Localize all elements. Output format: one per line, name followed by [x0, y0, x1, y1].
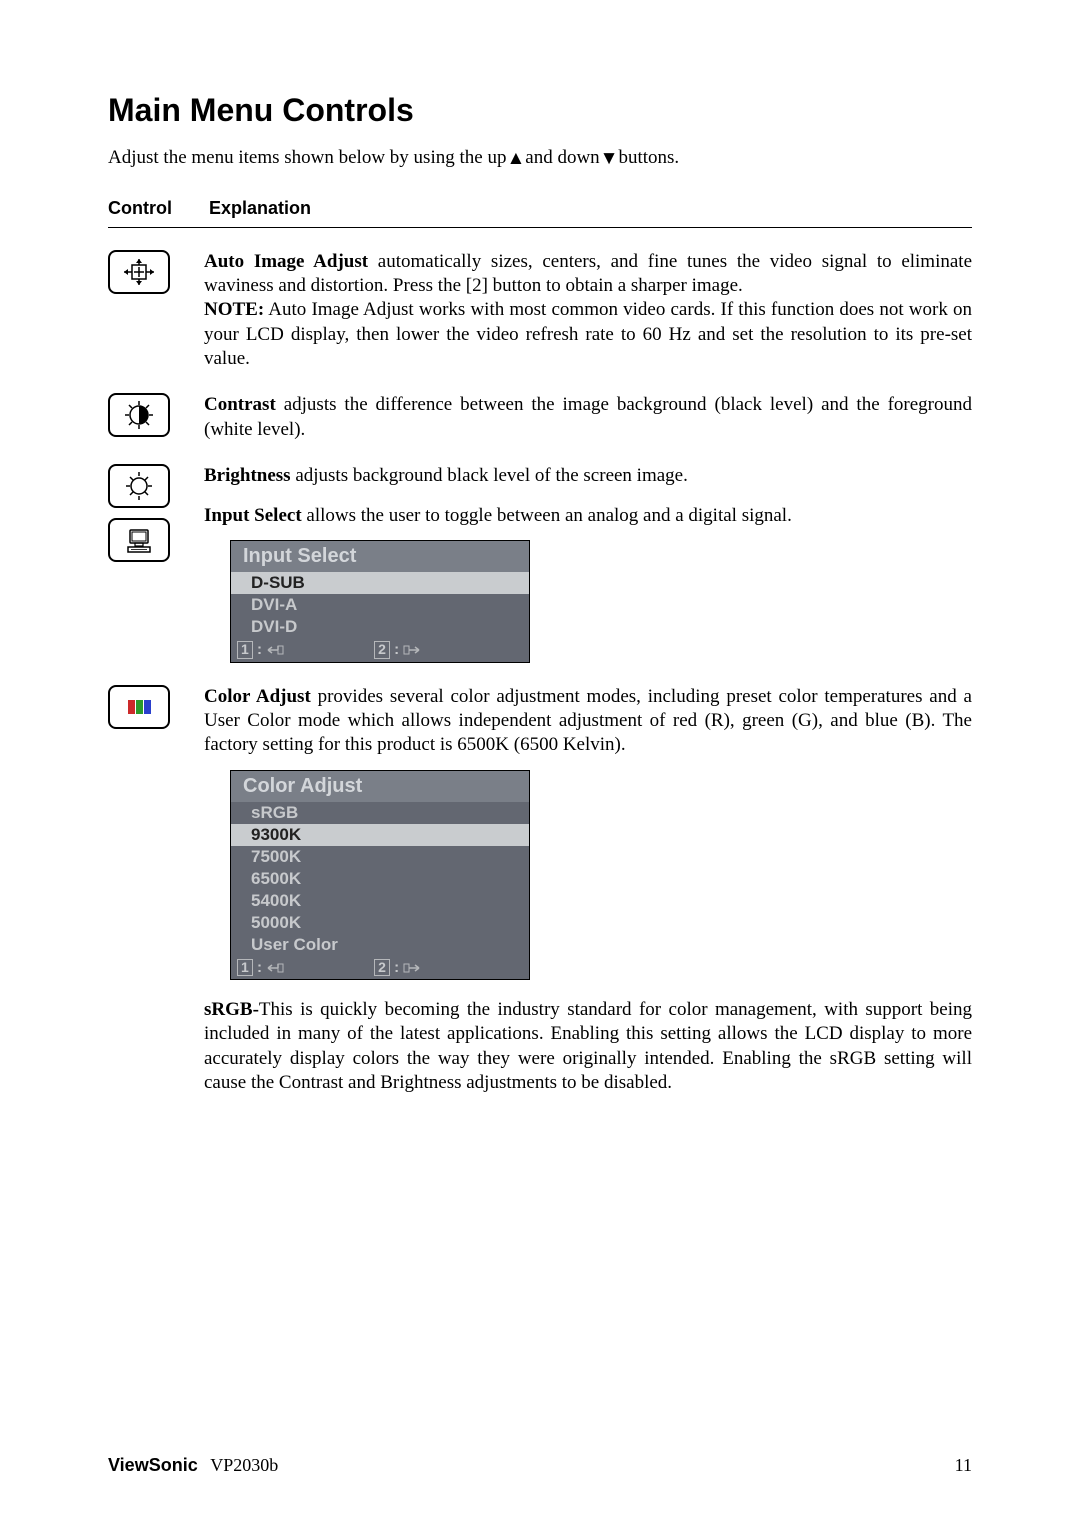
color-adjust-para: Color Adjust provides several color adju…	[204, 685, 972, 758]
section-contrast: Contrast adjusts the difference between …	[108, 393, 972, 442]
auto-image-adjust-para: Auto Image Adjust automatically sizes, c…	[204, 250, 972, 299]
osd-option: DVI-D	[231, 616, 529, 638]
osd-key-2: 2 :	[374, 959, 421, 976]
osd-title: Color Adjust	[231, 771, 529, 802]
contrast-text: adjusts the difference between the image…	[204, 394, 972, 439]
osd-footer: 1 : 2 :	[231, 956, 529, 979]
srgb-para: sRGB-This is quickly becoming the indust…	[204, 998, 972, 1095]
input-select-icon	[108, 518, 170, 562]
color-adjust-text: provides several color adjustment modes,…	[204, 686, 972, 756]
page-title: Main Menu Controls	[108, 92, 972, 129]
input-select-text: allows the user to toggle between an ana…	[302, 505, 792, 526]
srgb-text: This is quickly becoming the industry st…	[204, 999, 972, 1093]
section-color-adjust: Color Adjust provides several color adju…	[108, 685, 972, 1096]
contrast-icon	[108, 393, 170, 437]
brightness-para: Brightness adjusts background black leve…	[204, 464, 972, 488]
enter-icon	[266, 962, 284, 974]
osd-option: 6500K	[231, 868, 529, 890]
intro-suffix: buttons.	[618, 147, 679, 168]
note-text: Auto Image Adjust works with most common…	[204, 299, 972, 369]
header-control: Control	[108, 198, 204, 219]
exit-icon	[403, 962, 421, 974]
color-adjust-label: Color Adjust	[204, 686, 311, 707]
auto-image-adjust-label: Auto Image Adjust	[204, 251, 368, 272]
osd-option: 7500K	[231, 846, 529, 868]
header-explanation: Explanation	[209, 198, 311, 218]
key-2: 2	[374, 959, 390, 976]
input-select-para: Input Select allows the user to toggle b…	[204, 504, 972, 528]
key-1: 1	[237, 641, 253, 658]
footer-brand: ViewSonic	[108, 1455, 198, 1475]
brightness-text: adjusts background black level of the sc…	[291, 465, 688, 486]
osd-key-1: 1 :	[237, 959, 284, 976]
footer-model: VP2030b	[210, 1455, 278, 1475]
down-triangle-icon: ▼	[600, 148, 619, 170]
section-brightness-input: Brightness adjusts background black leve…	[108, 464, 972, 663]
osd-option: 5000K	[231, 912, 529, 934]
header-divider	[108, 227, 972, 228]
osd-option-selected: 9300K	[231, 824, 529, 846]
up-triangle-icon: ▲	[506, 148, 525, 170]
osd-key-2: 2 :	[374, 641, 421, 658]
osd-footer: 1 : 2 :	[231, 638, 529, 661]
contrast-label: Contrast	[204, 394, 276, 415]
srgb-label: sRGB-	[204, 999, 259, 1020]
section-auto-image-adjust: Auto Image Adjust automatically sizes, c…	[108, 250, 972, 372]
intro-prefix: Adjust the menu items shown below by usi…	[108, 147, 506, 168]
enter-icon	[266, 644, 284, 656]
intro-mid: and down	[525, 147, 599, 168]
osd-option: User Color	[231, 934, 529, 956]
osd-title: Input Select	[231, 541, 529, 572]
color-adjust-icon	[108, 685, 170, 729]
auto-image-adjust-note: NOTE: Auto Image Adjust works with most …	[204, 298, 972, 371]
key-2: 2	[374, 641, 390, 658]
osd-key-1: 1 :	[237, 641, 284, 658]
footer-page-number: 11	[955, 1455, 972, 1476]
key-1: 1	[237, 959, 253, 976]
osd-option-selected: D-SUB	[231, 572, 529, 594]
contrast-para: Contrast adjusts the difference between …	[204, 393, 972, 442]
input-select-label: Input Select	[204, 505, 302, 526]
note-label: NOTE:	[204, 299, 264, 320]
osd-option: sRGB	[231, 802, 529, 824]
osd-option: 5400K	[231, 890, 529, 912]
intro-text: Adjust the menu items shown below by usi…	[108, 147, 972, 170]
color-adjust-osd: Color Adjust sRGB 9300K 7500K 6500K 5400…	[230, 770, 530, 980]
osd-option: DVI-A	[231, 594, 529, 616]
input-select-osd: Input Select D-SUB DVI-A DVI-D 1 : 2 :	[230, 540, 530, 662]
brightness-icon	[108, 464, 170, 508]
auto-image-adjust-icon	[108, 250, 170, 294]
brightness-label: Brightness	[204, 465, 291, 486]
footer-left: ViewSonic VP2030b	[108, 1455, 278, 1476]
page-footer: ViewSonic VP2030b 11	[108, 1455, 972, 1476]
exit-icon	[403, 644, 421, 656]
column-headers: Control Explanation	[108, 198, 972, 219]
